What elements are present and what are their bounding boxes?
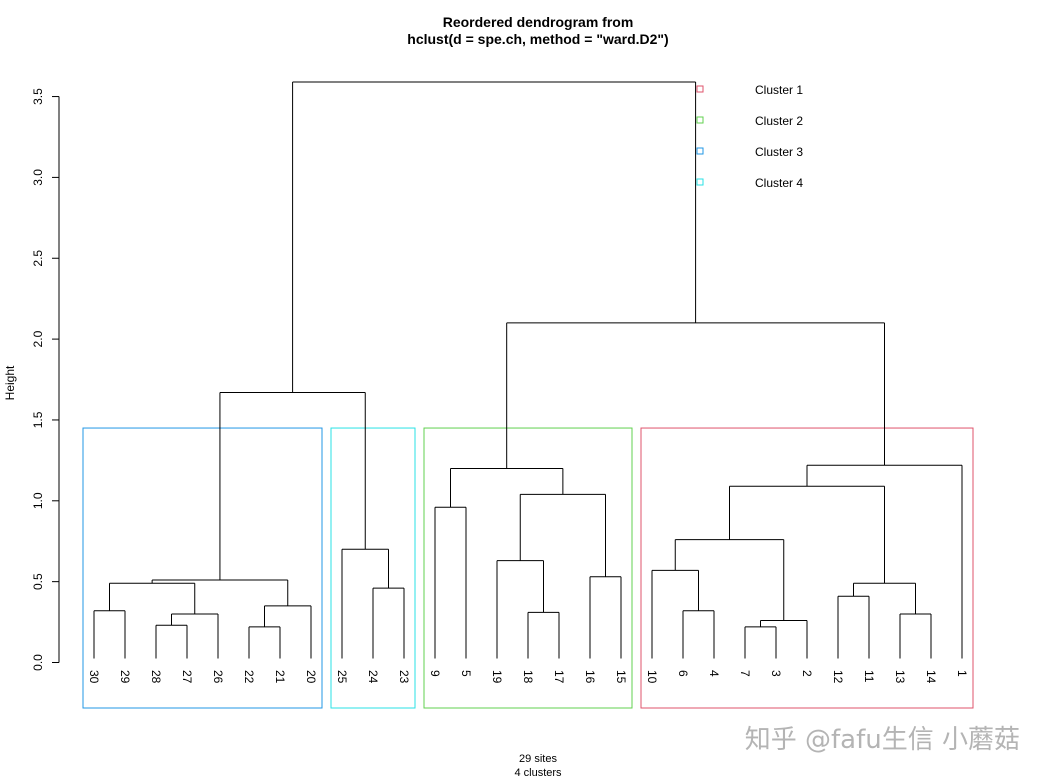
leaf-label: 25 (335, 670, 349, 684)
footer-clusters: 4 clusters (514, 767, 562, 779)
y-axis: 0.0 0.5 1.0 1.5 2.0 2.5 3.0 3.5 (31, 88, 60, 671)
y-axis-label: Height (3, 365, 17, 400)
legend-label: Cluster 4 (755, 176, 803, 190)
cluster-box (423, 427, 633, 709)
legend-label: Cluster 3 (755, 145, 803, 159)
leaf-label: 14 (924, 670, 938, 684)
leaf-label: 30 (87, 670, 101, 684)
leaf-label: 26 (211, 670, 225, 684)
leaf-label: 11 (862, 670, 876, 683)
leaf-label: 17 (552, 670, 566, 684)
cluster-box (640, 427, 974, 709)
leaf-label: 15 (614, 670, 628, 684)
y-tick-label: 1.0 (31, 492, 45, 509)
leaf-label: 10 (645, 670, 659, 684)
leaf-label: 22 (242, 670, 256, 684)
chart-title-line1: Reordered dendrogram from (443, 14, 634, 30)
leaf-label: 24 (366, 670, 380, 684)
watermark-text: 知乎 @fafu生信 小蘑菇 (745, 725, 1020, 755)
leaf-label: 21 (273, 670, 287, 684)
legend-swatch (696, 116, 704, 124)
leaf-label: 20 (304, 670, 318, 684)
leaf-label: 12 (831, 670, 845, 684)
leaf-labels: 30 29 28 27 26 22 21 20 25 24 23 9 5 19 18 17 16 15 10 6 4 7 3… (87, 670, 969, 684)
legend-swatch (696, 85, 704, 93)
leaf-label: 29 (118, 670, 132, 684)
legend-label: Cluster 1 (755, 83, 803, 97)
y-tick-label: 2.0 (31, 330, 45, 347)
leaf-label: 13 (893, 670, 907, 684)
y-tick-label: 2.5 (31, 250, 45, 267)
leaf-label: 4 (707, 670, 721, 677)
cluster-boxes (82, 427, 974, 709)
dendrogram-branches (93, 81, 963, 659)
y-tick-label: 1.5 (31, 411, 45, 428)
leaf-label: 3 (769, 670, 783, 677)
leaf-label: 27 (180, 670, 194, 684)
y-tick-label: 3.0 (31, 169, 45, 186)
legend-swatch (696, 178, 704, 186)
cluster-box (330, 427, 416, 709)
leaf-label: 1 (955, 670, 969, 677)
footer-sites: 29 sites (519, 753, 557, 765)
legend: Cluster 1 Cluster 2 Cluster 3 Cluster 4 (696, 83, 803, 190)
leaf-label: 7 (738, 670, 752, 677)
y-tick-label: 0.0 (31, 654, 45, 671)
leaf-label: 23 (397, 670, 411, 684)
legend-swatch (696, 147, 704, 155)
chart-title-line2: hclust(d = spe.ch, method = "ward.D2") (407, 31, 668, 47)
leaf-label: 2 (800, 670, 814, 677)
leaf-label: 18 (521, 670, 535, 684)
y-tick-label: 0.5 (31, 573, 45, 590)
leaf-label: 16 (583, 670, 597, 684)
legend-label: Cluster 2 (755, 114, 803, 128)
leaf-label: 28 (149, 670, 163, 684)
cluster-box (82, 427, 323, 709)
leaf-label: 6 (676, 670, 690, 677)
leaf-label: 9 (428, 670, 442, 677)
y-tick-label: 3.5 (31, 88, 45, 105)
leaf-label: 19 (490, 670, 504, 684)
leaf-label: 5 (459, 670, 473, 677)
